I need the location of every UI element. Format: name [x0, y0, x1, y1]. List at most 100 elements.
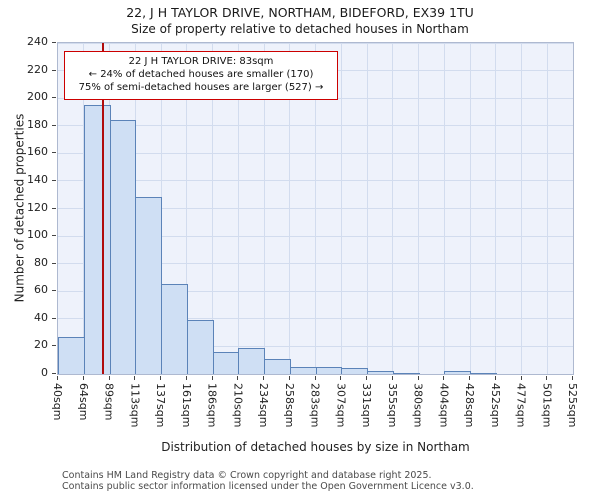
y-tick-mark — [52, 124, 56, 126]
gridline-vertical — [315, 43, 316, 374]
x-tick-mark — [520, 376, 522, 380]
y-tick-label: 100 — [27, 228, 48, 242]
annotation-line-2: ← 24% of detached houses are smaller (17… — [88, 69, 314, 81]
y-tick-mark — [52, 97, 56, 99]
histogram-bar — [58, 336, 85, 374]
histogram-bar — [367, 371, 394, 374]
x-tick-mark — [57, 376, 58, 380]
x-tick-mark — [314, 376, 316, 380]
x-tick-label: 113sqm — [128, 383, 142, 428]
gridline-vertical — [263, 43, 265, 374]
x-tick-mark — [494, 376, 496, 380]
histogram-bar — [83, 105, 111, 374]
y-tick-label: 120 — [27, 200, 48, 214]
x-tick-mark — [263, 376, 264, 380]
y-tick-mark — [52, 317, 56, 319]
x-tick-mark — [288, 376, 290, 380]
gridline-vertical — [289, 43, 291, 374]
x-tick-label: 234sqm — [257, 383, 270, 428]
x-tick-label: 186sqm — [205, 383, 219, 428]
histogram-bar — [238, 347, 265, 374]
y-tick-mark — [52, 262, 56, 264]
histogram-bar — [264, 358, 291, 374]
histogram-bar — [135, 197, 162, 374]
x-tick-mark — [340, 376, 342, 380]
y-tick-mark — [52, 152, 56, 154]
x-tick-label: 283sqm — [308, 383, 322, 428]
x-tick-label: 452sqm — [488, 383, 502, 428]
y-tick-mark — [52, 42, 56, 43]
y-tick-label: 220 — [27, 62, 48, 76]
gridline-vertical — [443, 43, 445, 374]
gridline-vertical — [212, 43, 213, 374]
x-tick-mark — [237, 376, 239, 380]
x-tick-mark — [417, 376, 419, 380]
x-tick-mark — [82, 376, 84, 380]
gridline-vertical — [418, 43, 419, 374]
gridline-vertical — [366, 43, 368, 374]
x-tick-label: 404sqm — [437, 383, 451, 428]
x-tick-mark — [211, 376, 213, 380]
x-tick-label: 161sqm — [179, 383, 193, 428]
gridline-vertical — [392, 43, 394, 374]
x-tick-mark — [185, 376, 187, 380]
x-tick-label: 40sqm — [51, 383, 64, 421]
histogram-bar — [186, 320, 214, 374]
y-tick-label: 200 — [27, 90, 48, 104]
y-tick-label: 180 — [27, 117, 48, 131]
histogram-bar — [341, 368, 368, 374]
x-axis-ticks: 40sqm 64sqm 89sqm 113sqm 137sqm 161sqm 186sqm 2… — [51, 376, 579, 436]
gridline-vertical — [340, 43, 342, 374]
histogram-bar — [392, 372, 420, 374]
gridline-vertical — [469, 43, 471, 374]
x-tick-label: 258sqm — [282, 383, 296, 428]
footer-line-2: Contains public sector information licen… — [62, 481, 474, 492]
y-tick-mark — [52, 290, 56, 292]
x-tick-label: 501sqm — [540, 383, 554, 428]
y-tick-label: 240 — [27, 35, 48, 48]
histogram-bar — [289, 367, 317, 374]
y-tick-mark — [52, 207, 56, 209]
histogram-bar — [315, 367, 343, 374]
x-tick-label: 380sqm — [411, 383, 425, 428]
y-tick-label: 40 — [34, 310, 48, 324]
x-tick-mark — [546, 376, 548, 380]
x-tick-mark — [134, 376, 136, 380]
x-tick-label: 137sqm — [154, 383, 167, 428]
y-axis-ticks: 0 20 40 60 80 100 120 140 160 180 200 220 240 — [0, 36, 57, 379]
y-tick-label: 60 — [34, 283, 48, 297]
x-tick-label: 307sqm — [334, 383, 348, 428]
y-tick-mark — [52, 345, 56, 347]
x-tick-mark — [391, 376, 393, 380]
x-tick-label: 428sqm — [463, 383, 476, 428]
annotation-line-1: 22 J H TAYLOR DRIVE: 83sqm — [128, 56, 274, 67]
histogram-bar — [212, 351, 240, 374]
annotation-line-3: 75% of semi-detached houses are larger (… — [78, 82, 324, 94]
x-tick-mark — [469, 376, 470, 380]
x-tick-label: 525sqm — [566, 383, 579, 428]
chart-subtitle: Size of property relative to detached ho… — [131, 22, 469, 36]
y-tick-mark — [52, 69, 56, 71]
annotation-box: 22 J H TAYLOR DRIVE: 83sqm ← 24% of deta… — [64, 51, 338, 100]
x-tick-label: 210sqm — [231, 383, 245, 428]
gridline-vertical — [186, 43, 188, 374]
y-tick-label: 160 — [27, 145, 48, 159]
x-tick-mark — [366, 376, 367, 380]
y-tick-label: 140 — [27, 172, 48, 186]
x-tick-mark — [443, 376, 445, 380]
x-tick-label: 89sqm — [102, 383, 116, 421]
gridline-vertical — [546, 43, 548, 374]
x-axis-label: Distribution of detached houses by size … — [161, 440, 470, 454]
histogram-bar — [444, 371, 471, 374]
x-tick-mark — [160, 376, 161, 380]
y-tick-mark — [52, 373, 56, 374]
gridline-vertical — [237, 43, 239, 374]
y-tick-label: 20 — [34, 338, 48, 352]
x-tick-label: 477sqm — [514, 383, 528, 428]
histogram-bar — [470, 372, 497, 374]
y-tick-mark — [52, 235, 56, 237]
gridline-vertical — [495, 43, 497, 374]
footer-line-1: Contains HM Land Registry data © Crown c… — [62, 470, 432, 481]
x-tick-label: 64sqm — [76, 383, 90, 421]
chart-title: 22, J H TAYLOR DRIVE, NORTHAM, BIDEFORD,… — [126, 5, 474, 20]
